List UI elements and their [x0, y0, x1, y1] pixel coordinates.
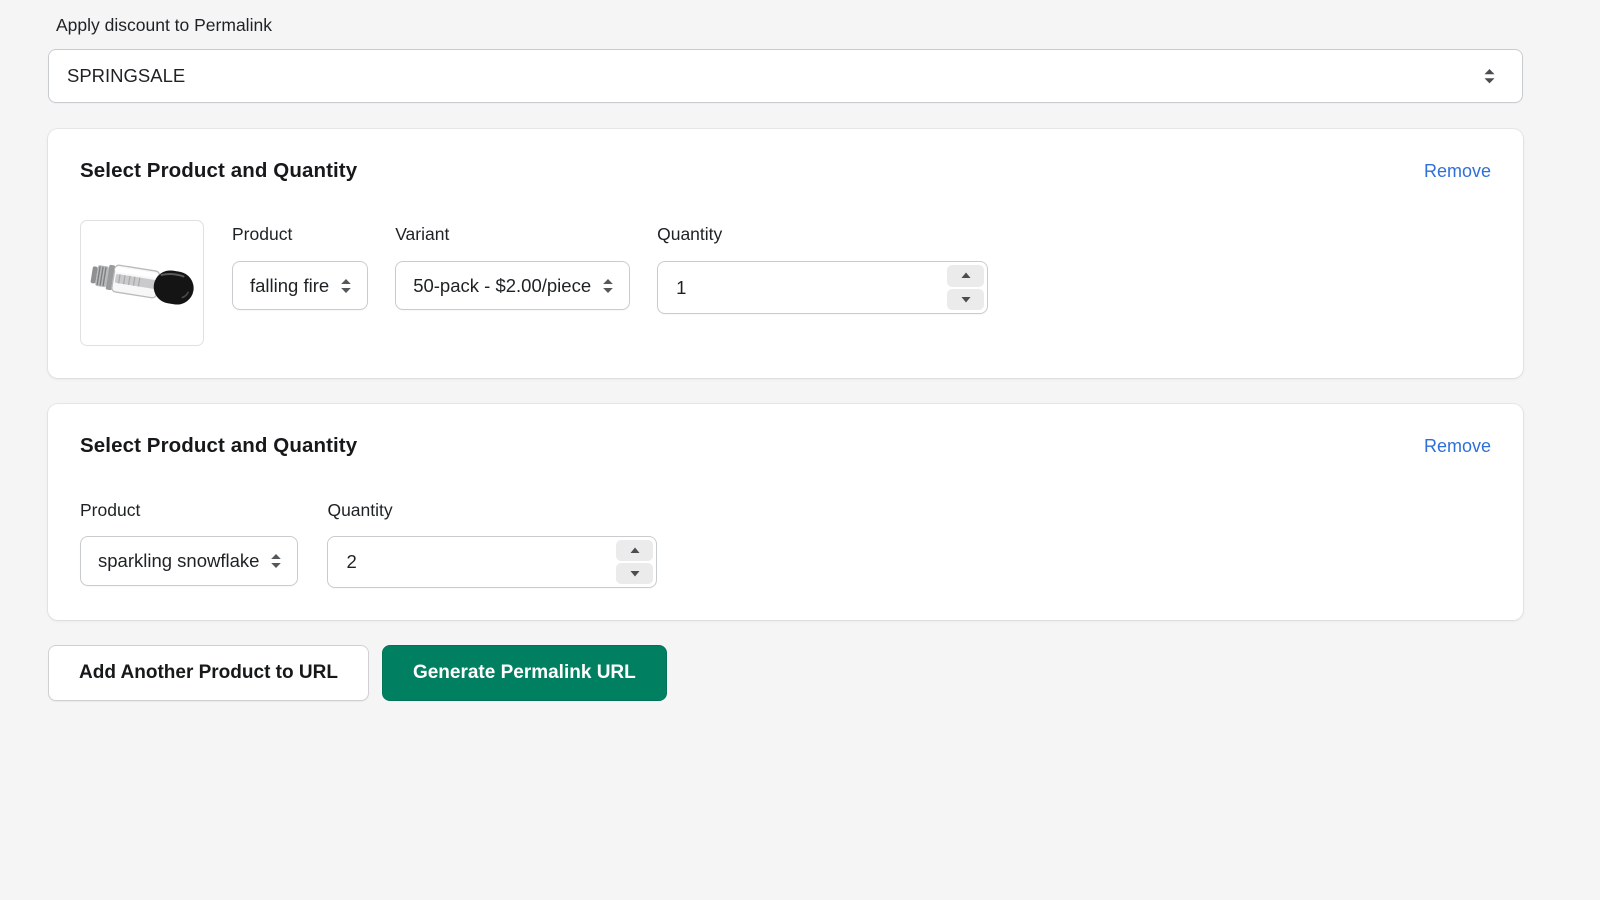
- product-card-1: Select Product and Quantity Remove: [48, 129, 1523, 378]
- chevron-updown-icon: [271, 554, 282, 568]
- product-image: [80, 220, 204, 346]
- card-title: Select Product and Quantity: [80, 434, 358, 457]
- spinner-up-icon: [630, 547, 640, 553]
- product-select[interactable]: falling fire: [232, 261, 369, 310]
- spinner-up-icon: [961, 272, 971, 279]
- discount-code-select[interactable]: SPRINGSALE: [48, 49, 1523, 103]
- quantity-label: Quantity: [327, 500, 393, 520]
- spinner-down-icon: [630, 571, 640, 577]
- quantity-input[interactable]: [328, 537, 657, 587]
- quantity-stepper: [947, 265, 985, 310]
- remove-product-button[interactable]: Remove: [1423, 436, 1491, 456]
- card-title: Select Product and Quantity: [80, 159, 358, 182]
- action-buttons-row: Add Another Product to URL Generate Perm…: [48, 645, 1523, 701]
- product-card-2: Select Product and Quantity Remove Produ…: [48, 404, 1523, 620]
- chevron-updown-icon: [341, 278, 351, 293]
- quantity-field: Quantity: [657, 220, 989, 346]
- variant-select[interactable]: 50-pack - $2.00/piece: [395, 261, 631, 310]
- product-select[interactable]: sparkling snowflake: [80, 536, 299, 586]
- product-field: Product sparkling snowflake: [80, 500, 299, 588]
- spinner-down-icon: [961, 296, 971, 303]
- vape-cartridge-illustration: [90, 264, 194, 305]
- quantity-label: Quantity: [657, 224, 723, 244]
- product-field: Product falling fire: [232, 220, 369, 346]
- variant-select-value: 50-pack - $2.00/piece: [413, 274, 592, 296]
- product-label: Product: [232, 224, 293, 244]
- chevron-updown-icon: [603, 278, 613, 293]
- permalink-builder-page: Apply discount to Permalink SPRINGSALE S…: [48, 0, 1523, 701]
- quantity-decrement-button[interactable]: [616, 563, 654, 584]
- generate-permalink-button[interactable]: Generate Permalink URL: [381, 645, 667, 701]
- discount-code-value: SPRINGSALE: [67, 65, 186, 86]
- apply-discount-label: Apply discount to Permalink: [56, 15, 272, 35]
- quantity-input-wrapper: [327, 536, 658, 588]
- remove-product-button[interactable]: Remove: [1423, 161, 1491, 181]
- quantity-input-wrapper: [657, 261, 989, 314]
- quantity-stepper: [616, 540, 654, 584]
- quantity-input[interactable]: [658, 262, 988, 313]
- add-another-product-button[interactable]: Add Another Product to URL: [48, 645, 369, 701]
- quantity-field: Quantity: [327, 500, 658, 588]
- product-label: Product: [80, 500, 141, 520]
- product-select-value: falling fire: [250, 274, 330, 296]
- quantity-increment-button[interactable]: [616, 540, 654, 561]
- quantity-decrement-button[interactable]: [947, 288, 985, 310]
- variant-label: Variant: [395, 224, 450, 244]
- quantity-increment-button[interactable]: [947, 265, 985, 287]
- variant-field: Variant 50-pack - $2.00/piece: [395, 220, 631, 346]
- chevron-updown-icon: [1484, 68, 1495, 83]
- product-select-value: sparkling snowflake: [98, 550, 260, 571]
